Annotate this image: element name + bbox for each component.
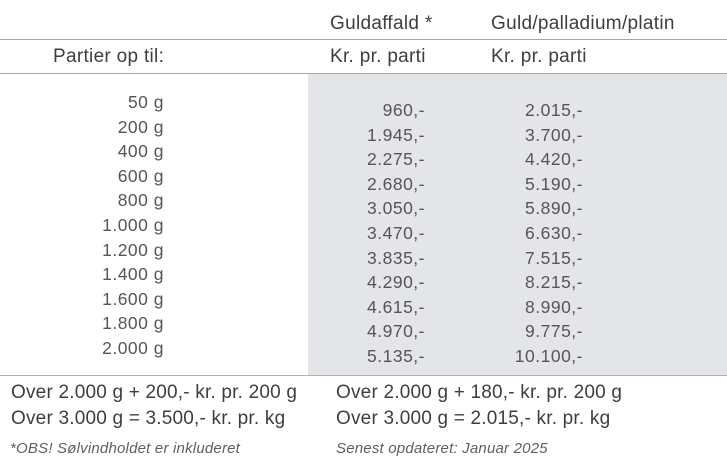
guld-palladium-platin-price-cell: 4.420,- [525,149,583,170]
guld-palladium-platin-price-cell: 9.775,- [525,321,583,342]
guldaffald-price-cell: 4.290,- [367,272,425,293]
weight-cell: 1.600 g [102,288,164,309]
guldaffald-price-cell: 3.050,- [367,198,425,219]
gpp-over-2000-rule: Over 2.000 g + 180,- kr. pr. 200 g [336,382,623,403]
header-top-divider [0,39,727,40]
weights-column: 50 g 200 g 400 g 600 g 800 g 1.000 g 1.200 g 1.… [0,90,164,361]
guld-palladium-platin-price-cell: 2.015,- [525,100,583,120]
column-title-guld-palladium-platin: Guld/palladium/platin [491,13,675,34]
header-bottom-divider [0,73,727,74]
weight-cell: 1.000 g [102,214,164,235]
guldaffald-price-cell: 1.945,- [367,124,425,145]
guldaffald-price-cell: 5.135,- [367,345,425,366]
guldaffald-price-cell: 3.835,- [367,247,425,268]
silver-content-footnote: *OBS! Sølvindholdet er inkluderet [10,440,241,457]
weight-cell: 200 g [117,116,164,137]
guldaffald-price-cell: 4.615,- [367,296,425,317]
guldaffald-price-cell: 2.275,- [367,149,425,170]
weight-cell: 400 g [117,141,164,162]
guld-palladium-platin-price-cell: 10.100,- [514,345,583,366]
weight-cell: 600 g [117,165,164,186]
weight-cell: 1.400 g [102,264,164,285]
guld-palladium-platin-price-cell: 7.515,- [525,247,583,268]
guld-palladium-platin-price-cell: 3.700,- [525,124,583,145]
guld-palladium-platin-price-cell: 6.630,- [525,222,583,243]
guld-palladium-platin-price-cell: 5.190,- [525,173,583,194]
weight-cell: 50 g [127,92,164,112]
guldaffald-price-column: 960,- 1.945,- 2.275,- 2.680,- 3.050,- 3.470,-… [280,98,425,369]
last-updated-footnote: Senest opdateret: Januar 2025 [336,440,548,457]
column-unit-guldaffald: Kr. pr. parti [330,46,426,67]
guldaffald-over-3000-rule: Over 3.000 g = 3.500,- kr. pr. kg [11,408,286,429]
weight-cell: 1.800 g [102,313,164,334]
guldaffald-price-cell: 3.470,- [367,222,425,243]
guldaffald-price-cell: 960,- [382,100,425,120]
guldaffald-price-cell: 4.970,- [367,321,425,342]
weight-cell: 800 g [117,190,164,211]
column-unit-guld-palladium-platin: Kr. pr. parti [491,46,587,67]
table-bottom-divider [0,375,727,376]
weight-cell: 2.000 g [102,337,164,358]
weights-column-label: Partier op til: [53,46,165,67]
guld-palladium-platin-price-cell: 8.990,- [525,296,583,317]
weight-cell: 1.200 g [102,239,164,260]
column-title-guldaffald: Guldaffald * [330,13,433,34]
gpp-over-3000-rule: Over 3.000 g = 2.015,- kr. pr. kg [336,408,611,429]
guldaffald-over-2000-rule: Over 2.000 g + 200,- kr. pr. 200 g [11,382,298,403]
guld-palladium-platin-price-cell: 5.890,- [525,198,583,219]
guld-palladium-platin-price-cell: 8.215,- [525,272,583,293]
price-columns-background-panel [308,74,727,376]
guld-palladium-platin-price-column: 2.015,- 3.700,- 4.420,- 5.190,- 5.890,- 6.630… [430,98,583,369]
guldaffald-price-cell: 2.680,- [367,173,425,194]
